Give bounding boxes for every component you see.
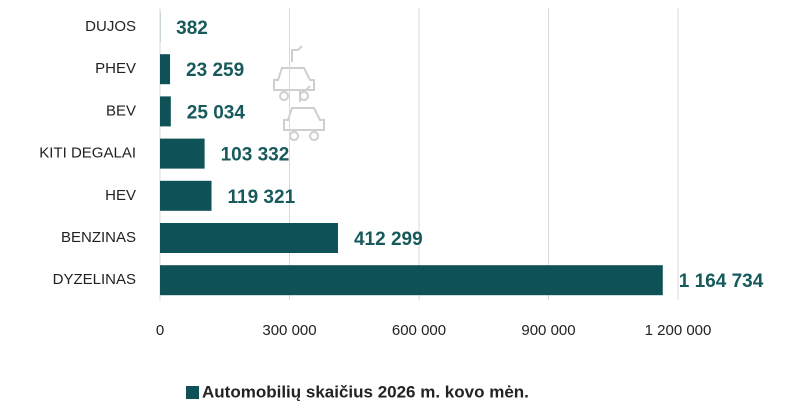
y-tick-label: HEV xyxy=(105,187,136,204)
x-tick-label: 600 000 xyxy=(392,322,446,339)
bar xyxy=(160,180,212,211)
y-tick-label: KITI DEGALAI xyxy=(39,145,136,162)
bar xyxy=(160,138,205,169)
data-label: 119 321 xyxy=(228,187,296,208)
data-label: 103 332 xyxy=(221,145,290,166)
bar xyxy=(160,96,171,127)
y-tick-label: BENZINAS xyxy=(61,229,136,246)
y-tick-label: DUJOS xyxy=(85,18,136,35)
legend-swatch xyxy=(186,386,199,399)
x-tick-label: 0 xyxy=(156,322,164,339)
x-tick-label: 1 200 000 xyxy=(645,322,712,339)
bar xyxy=(160,54,171,85)
data-label: 23 259 xyxy=(186,60,244,81)
y-tick-label: BEV xyxy=(106,102,136,119)
bar xyxy=(160,223,338,253)
legend-label: Automobilių skaičius 2026 m. kovo mėn. xyxy=(202,382,529,401)
y-tick-label: DYZELINAS xyxy=(53,271,136,288)
y-tick-label: PHEV xyxy=(95,60,136,77)
bar xyxy=(160,265,663,296)
x-tick-label: 900 000 xyxy=(521,322,575,339)
data-label: 412 299 xyxy=(354,229,423,250)
x-tick-label: 300 000 xyxy=(262,322,316,339)
data-label: 382 xyxy=(176,18,208,39)
data-label: 1 164 734 xyxy=(679,271,764,292)
ev-icon xyxy=(273,45,325,141)
data-label: 25 034 xyxy=(187,102,246,123)
